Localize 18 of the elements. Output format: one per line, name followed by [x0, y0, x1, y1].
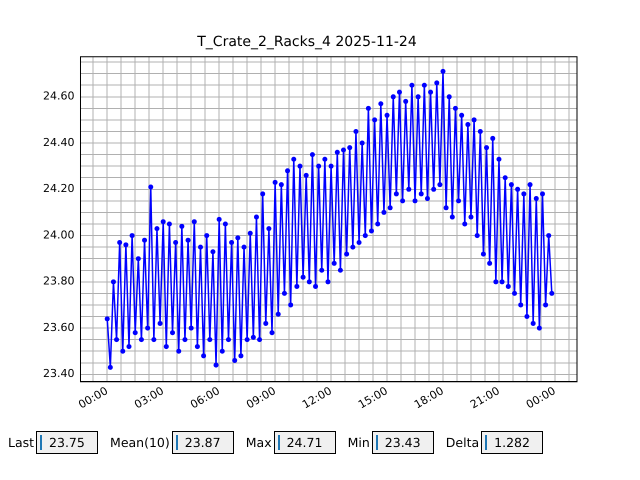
text: Max: [246, 435, 272, 450]
text-field: 23.43: [372, 431, 434, 454]
text-field: 23.75: [36, 431, 98, 454]
text-field: 24.71: [274, 431, 336, 454]
y-tick-label: 23.40: [42, 367, 74, 380]
text: Delta: [446, 435, 480, 450]
chart-title: T_Crate_2_Racks_4 2025-11-24: [196, 34, 417, 50]
y-tick-label: 24.20: [42, 182, 74, 196]
y-tick-label: 24.40: [42, 136, 74, 149]
text-field: 1.282: [481, 431, 544, 454]
y-tick-label: 23.80: [42, 274, 74, 288]
text: Last: [8, 435, 34, 450]
y-tick-label: 24.60: [42, 90, 74, 103]
text-field: 23.87: [172, 431, 234, 454]
y-tick-label: 23.60: [42, 320, 74, 334]
y-tick-label: 24.00: [42, 228, 74, 242]
text: Mean(10): [110, 435, 170, 450]
text: Min: [348, 435, 370, 450]
